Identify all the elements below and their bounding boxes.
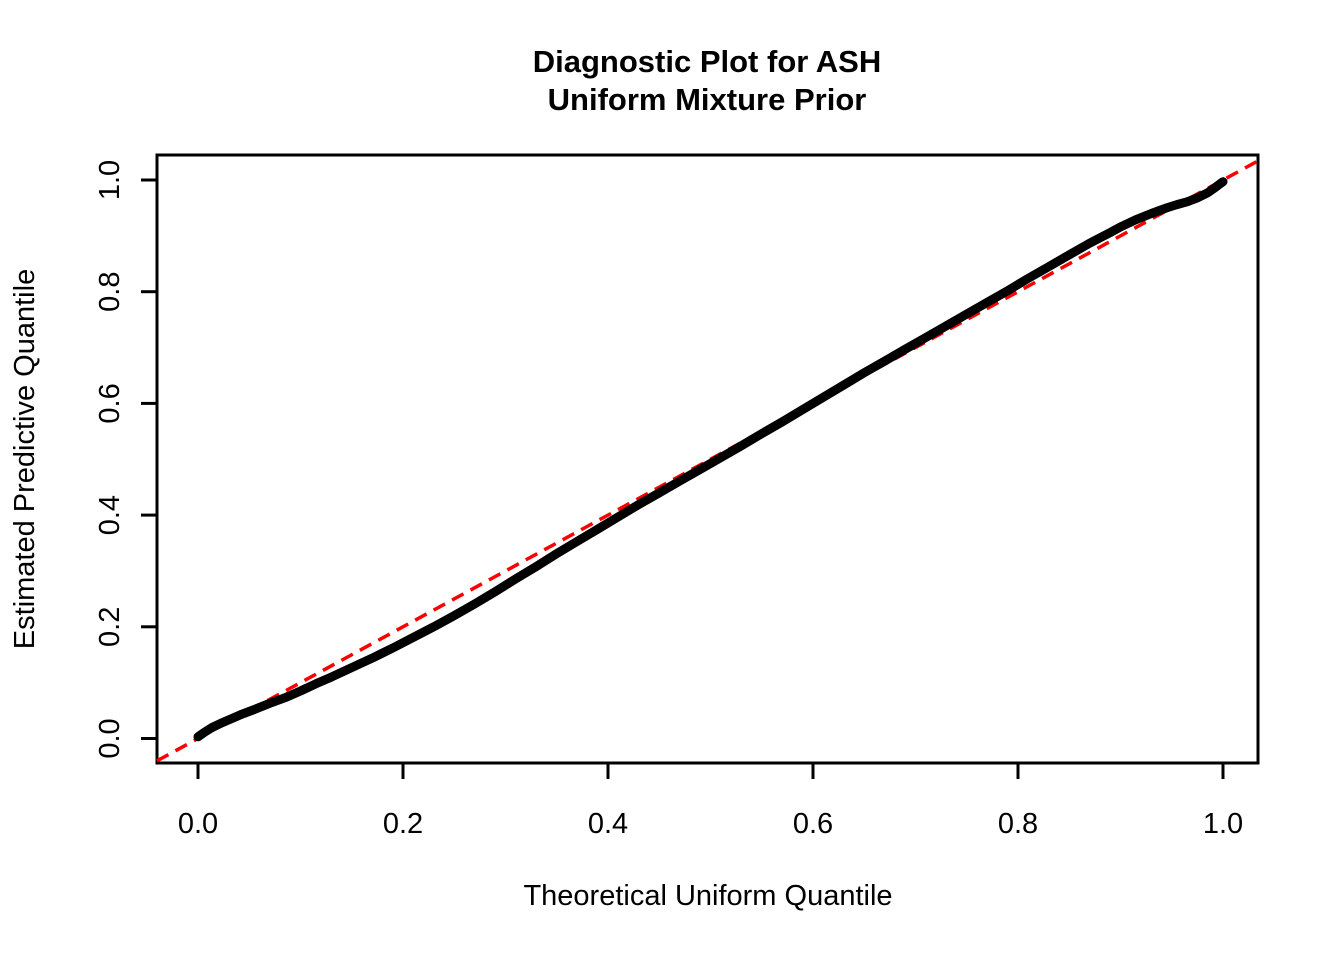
x-tick-label: 0.8 [998,808,1038,840]
y-axis: 0.0 0.2 0.4 0.6 0.8 1.0 [94,160,157,759]
y-tick-label: 0.0 [94,718,126,758]
x-tick-label: 0.0 [178,808,218,840]
x-tick-label: 0.6 [793,808,833,840]
x-tick-label: 1.0 [1203,808,1243,840]
x-tick-label: 0.2 [383,808,423,840]
x-axis-title: Theoretical Uniform Quantile [523,880,892,912]
y-axis-title: Estimated Predictive Quantile [9,269,41,649]
y-tick-label: 0.2 [94,607,126,647]
y-tick-label: 0.6 [94,383,126,423]
y-tick-label: 1.0 [94,160,126,200]
x-tick-label: 0.4 [588,808,628,840]
plot-title-line1: Diagnostic Plot for ASH [533,44,881,79]
x-axis: 0.0 0.2 0.4 0.6 0.8 1.0 [178,763,1243,840]
y-tick-label: 0.4 [94,495,126,535]
quantile-curve [193,177,1228,742]
plot-title-line2: Uniform Mixture Prior [548,82,867,117]
plot-box [155,153,1260,765]
y-tick-label: 0.8 [94,272,126,312]
